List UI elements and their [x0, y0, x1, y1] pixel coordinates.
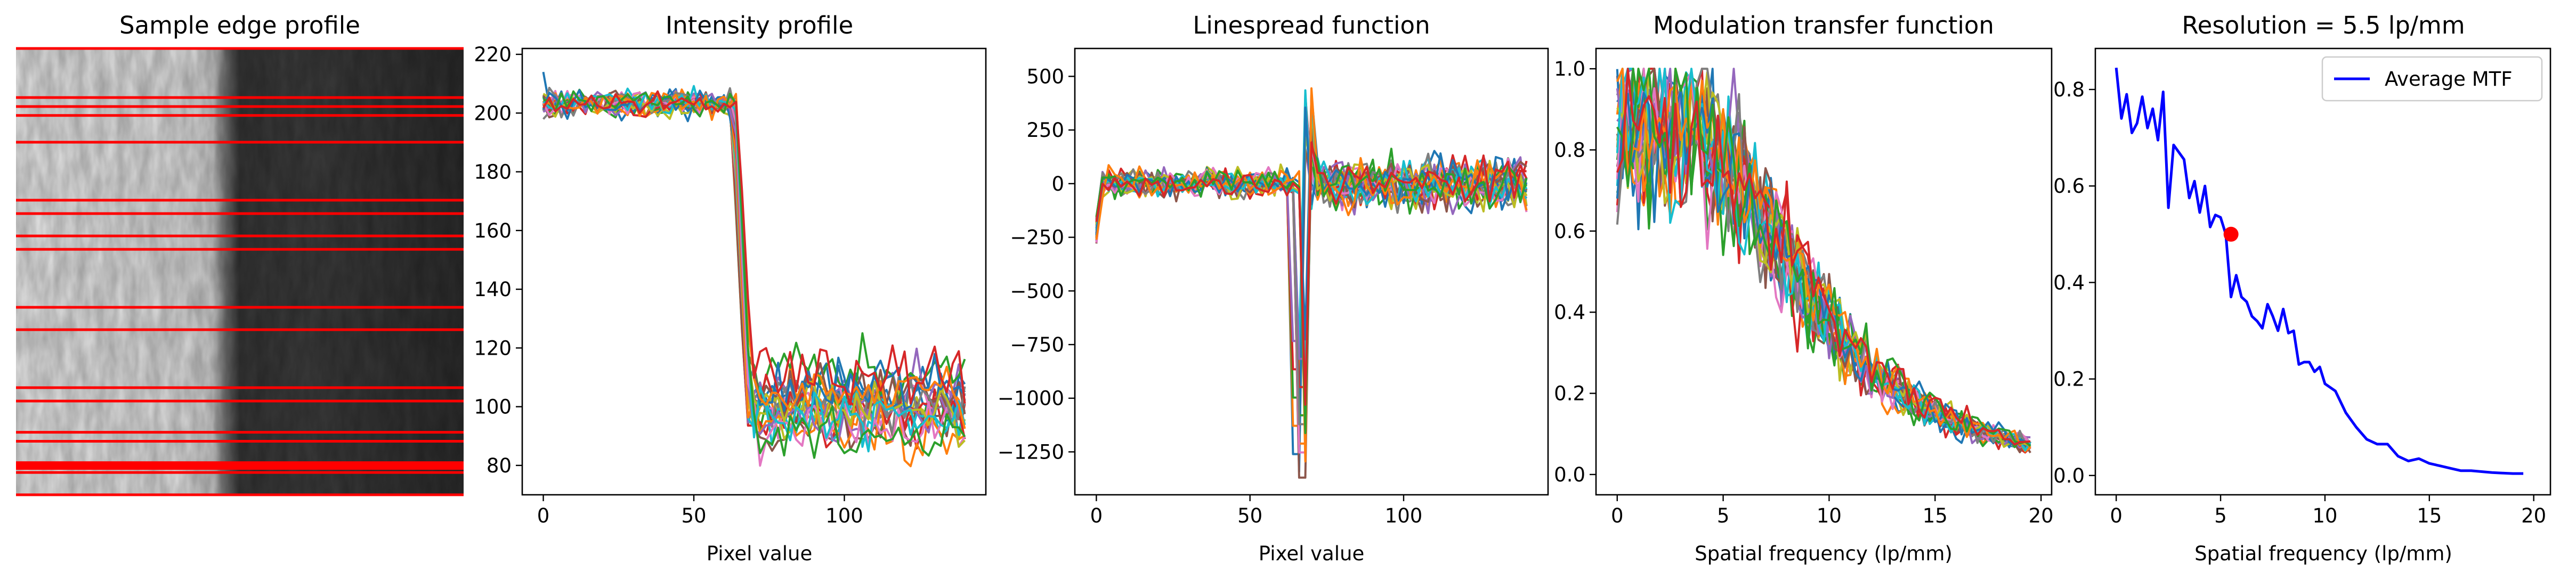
resolution-ytick-label: 0.6: [2053, 175, 2085, 198]
mtf-ticks: 0 5 10 15 20 0.0 0.2 0.4 0.6 0.8 1.0: [1554, 58, 2054, 527]
resolution-panel: Resolution = 5.5 lp/mm 0 5 10 15 20 0.0 0.2 0.4…: [2053, 11, 2551, 565]
intensity-ytick-label: 80: [487, 454, 512, 477]
intensity-ytick-label: 200: [474, 102, 512, 125]
resolution-ytick-label: 0.0: [2053, 464, 2085, 487]
intensity-ytick-label: 120: [474, 337, 512, 360]
mtf-panel: Modulation transfer function 0 5 10 15 20 0.0…: [1554, 11, 2054, 565]
resolution-ytick-label: 0.8: [2053, 78, 2085, 101]
linespread-xtick-label: 100: [1385, 504, 1423, 527]
mtf-xtick-label: 0: [1611, 504, 1624, 527]
linespread-ytick-label: −750: [1010, 333, 1064, 356]
resolution-xtick-label: 20: [2521, 504, 2546, 527]
intensity-ytick-label: 160: [474, 219, 512, 242]
linespread-title: Linespread function: [1193, 11, 1430, 39]
sample-line-band: [16, 461, 464, 470]
resolution-marker: [2223, 226, 2239, 242]
intensity-xtick-label: 50: [681, 504, 706, 527]
mtf-ytick-label: 0.4: [1554, 301, 1585, 324]
intensity-profile-title: Intensity profile: [666, 11, 853, 39]
linespread-ytick-label: −1000: [998, 387, 1064, 410]
intensity-line: [542, 93, 966, 402]
average-mtf-plot: [2115, 67, 2524, 475]
mtf-ytick-label: 0.2: [1554, 382, 1585, 405]
linespread-series: [1095, 87, 1528, 479]
intensity-line: [543, 90, 966, 459]
intensity-ytick-label: 180: [474, 161, 512, 184]
mtf-xlabel: Spatial frequency (lp/mm): [1695, 542, 1953, 565]
intensity-ytick-label: 140: [474, 278, 512, 301]
intensity-line: [542, 90, 966, 406]
resolution-title: Resolution = 5.5 lp/mm: [2182, 11, 2465, 39]
linespread-ytick-label: 0: [1051, 173, 1064, 195]
intensity-ticks: 0 50 100 80 100 120 140 160 180 200 220: [474, 43, 863, 527]
linespread-line: [1095, 141, 1527, 406]
linespread-panel: Linespread function 0 50 100 500 250 0 −250 −50…: [998, 11, 1549, 565]
mtf-xtick-label: 15: [1923, 504, 1948, 527]
legend-label: Average MTF: [2385, 68, 2513, 91]
edge-profile-title: Sample edge profile: [119, 11, 360, 39]
linespread-ytick-label: −500: [1010, 280, 1064, 303]
average-mtf-line: [2115, 67, 2524, 475]
intensity-ytick-label: 220: [474, 43, 512, 66]
mtf-ytick-label: 0.8: [1554, 138, 1585, 161]
mtf-series: [1616, 68, 2031, 454]
mtf-ytick-label: 1.0: [1554, 58, 1585, 80]
edge-profile-panel: Sample edge profile: [16, 11, 464, 496]
linespread-ytick-label: 500: [1026, 65, 1064, 88]
resolution-xtick-label: 5: [2214, 504, 2227, 527]
mtf-line: [1616, 89, 2031, 447]
mtf-ytick-label: 0.0: [1554, 463, 1585, 486]
mtf-xtick-label: 20: [2029, 504, 2054, 527]
linespread-ytick-label: 250: [1026, 119, 1064, 142]
linespread-xlabel: Pixel value: [1259, 542, 1364, 565]
edge-image-texture: [16, 48, 464, 495]
linespread-ticks: 0 50 100 500 250 0 −250 −500 −750 −1000 −1250: [998, 65, 1422, 527]
intensity-series: [542, 71, 966, 468]
linespread-xtick-label: 50: [1237, 504, 1262, 527]
intensity-xlabel: Pixel value: [707, 542, 812, 565]
linespread-axes-frame: [1074, 47, 1549, 496]
mtf-xtick-label: 10: [1817, 504, 1842, 527]
intensity-xtick-label: 100: [825, 504, 863, 527]
mtf-xtick-label: 5: [1717, 504, 1730, 527]
sample-lines: [16, 47, 464, 496]
mtf-title: Modulation transfer function: [1653, 11, 1994, 39]
resolution-xtick-label: 10: [2312, 504, 2337, 527]
resolution-ytick-label: 0.2: [2053, 368, 2085, 391]
linespread-ytick-label: −1250: [998, 440, 1064, 463]
resolution-ytick-label: 0.4: [2053, 271, 2085, 294]
resolution-xlabel: Spatial frequency (lp/mm): [2194, 542, 2452, 565]
intensity-axes-frame: [521, 47, 987, 496]
intensity-xtick-label: 0: [537, 504, 550, 527]
resolution-ticks: 0 5 10 15 20 0.0 0.2 0.4 0.6 0.8: [2053, 78, 2546, 527]
resolution-axes-frame: [2094, 47, 2551, 496]
linespread-xtick-label: 0: [1090, 504, 1103, 527]
mtf-ytick-label: 0.6: [1554, 220, 1585, 243]
intensity-profile-panel: Intensity profile 0 50 100 80 100 120 140 160 18…: [474, 11, 987, 565]
legend: Average MTF: [2321, 56, 2543, 102]
legend-box: [2321, 56, 2543, 102]
intensity-ytick-label: 100: [474, 396, 512, 419]
mtf-line: [1616, 68, 2031, 448]
resolution-xtick-label: 0: [2110, 504, 2123, 527]
mtf-line: [1616, 68, 2031, 447]
linespread-ytick-label: −250: [1010, 226, 1064, 249]
mtf-axes-frame: [1595, 47, 2053, 496]
resolution-xtick-label: 15: [2417, 504, 2442, 527]
mtf-line: [1616, 68, 2031, 446]
